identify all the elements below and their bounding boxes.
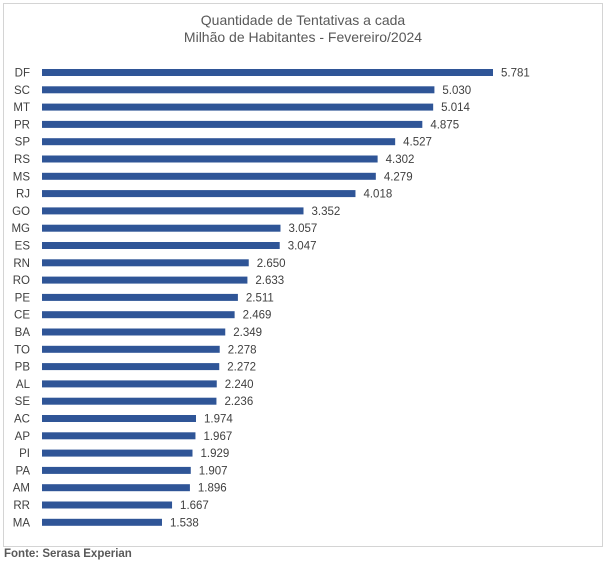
data-label-rs: 4.302 bbox=[386, 154, 415, 166]
data-label-ba: 2.349 bbox=[233, 327, 262, 339]
bars bbox=[42, 69, 493, 526]
bar-mg bbox=[42, 224, 281, 232]
category-label-ac: AC bbox=[14, 414, 30, 426]
data-label-rj: 4.018 bbox=[363, 189, 392, 201]
data-label-ro: 2.633 bbox=[255, 275, 284, 287]
data-label-am: 1.896 bbox=[198, 483, 227, 495]
bar-al bbox=[42, 380, 217, 388]
category-label-pe: PE bbox=[15, 292, 31, 304]
data-label-df: 5.781 bbox=[501, 68, 530, 80]
category-label-ms: MS bbox=[13, 171, 31, 183]
category-label-pb: PB bbox=[15, 362, 31, 374]
bar-sp bbox=[42, 138, 396, 146]
bar-rr bbox=[42, 501, 173, 509]
data-label-ms: 4.279 bbox=[384, 171, 413, 183]
category-label-ap: AP bbox=[15, 431, 31, 443]
data-labels: 5.781 5.030 5.014 4.875 4.527 4.302 4.279 4.018… bbox=[170, 68, 530, 530]
data-label-ma: 1.538 bbox=[170, 517, 199, 529]
data-label-pr: 4.875 bbox=[430, 119, 459, 131]
category-label-ro: RO bbox=[13, 275, 30, 287]
category-label-pr: PR bbox=[14, 119, 30, 131]
bar-ac bbox=[42, 415, 196, 422]
data-label-rr: 1.667 bbox=[180, 500, 209, 512]
data-label-sc: 5.030 bbox=[442, 85, 471, 97]
chart-title: Quantidade de Tentativas a cada Milhão d… bbox=[0, 12, 606, 46]
bar-pe bbox=[42, 293, 238, 301]
bar-ma bbox=[42, 518, 162, 526]
category-label-se: SE bbox=[15, 396, 31, 408]
bar-ce bbox=[42, 311, 235, 319]
category-label-go: GO bbox=[12, 206, 30, 218]
data-label-es: 3.047 bbox=[288, 241, 317, 253]
data-label-mg: 3.057 bbox=[288, 223, 317, 235]
category-label-ce: CE bbox=[14, 310, 30, 322]
bar-rs bbox=[42, 155, 378, 163]
category-label-sc: SC bbox=[14, 85, 30, 97]
bar-go bbox=[42, 207, 304, 215]
category-label-ma: MA bbox=[13, 517, 31, 529]
bar-ro bbox=[42, 276, 248, 284]
category-label-am: AM bbox=[13, 483, 30, 495]
bar-pi bbox=[42, 449, 193, 457]
bar-ap bbox=[42, 432, 196, 440]
bar-pr bbox=[42, 120, 423, 128]
data-label-pi: 1.929 bbox=[200, 448, 229, 460]
bar-ms bbox=[42, 172, 376, 180]
chart-title-line-1: Quantidade de Tentativas a cada bbox=[200, 12, 406, 28]
chart-title-line-2: Milhão de Habitantes - Fevereiro/2024 bbox=[183, 29, 423, 45]
data-label-mt: 5.014 bbox=[441, 102, 470, 114]
category-label-ba: BA bbox=[15, 327, 31, 339]
category-label-mg: MG bbox=[11, 223, 30, 235]
category-label-pi: PI bbox=[19, 448, 30, 460]
bar-se bbox=[42, 397, 217, 405]
bar-rj bbox=[42, 190, 356, 198]
data-label-ce: 2.469 bbox=[243, 310, 272, 322]
bar-es bbox=[42, 242, 280, 249]
data-label-pa: 1.907 bbox=[199, 465, 228, 477]
bar-pb bbox=[42, 363, 220, 371]
category-label-rn: RN bbox=[13, 258, 30, 270]
category-label-rs: RS bbox=[14, 154, 30, 166]
bar-ba bbox=[42, 328, 226, 336]
category-labels: DF SC MT PR SP RS MS RJ GO MG ES RN RO PE CE BA TO PB AL SE… bbox=[11, 68, 30, 530]
bar-pa bbox=[42, 466, 191, 474]
bar-to bbox=[42, 345, 220, 353]
category-label-es: ES bbox=[15, 241, 31, 253]
category-label-al: AL bbox=[16, 379, 31, 391]
data-label-pe: 2.511 bbox=[246, 292, 274, 304]
category-label-rr: RR bbox=[13, 500, 30, 512]
data-label-ap: 1.967 bbox=[203, 431, 232, 443]
bar-mt bbox=[42, 103, 434, 111]
data-label-go: 3.352 bbox=[312, 206, 341, 218]
data-label-se: 2.236 bbox=[224, 396, 253, 408]
data-label-to: 2.278 bbox=[228, 344, 257, 356]
bar-rn bbox=[42, 259, 249, 267]
bar-am bbox=[42, 484, 190, 492]
category-label-df: DF bbox=[15, 68, 30, 80]
bar-df bbox=[42, 69, 493, 76]
data-label-ac: 1.974 bbox=[204, 414, 233, 426]
bar-chart: DF SC MT PR SP RS MS RJ GO MG ES RN RO PE CE BA TO PB AL SE… bbox=[11, 68, 530, 530]
category-label-pa: PA bbox=[16, 465, 31, 477]
category-label-mt: MT bbox=[13, 102, 30, 114]
data-label-sp: 4.527 bbox=[403, 137, 432, 149]
source-note: Fonte: Serasa Experian bbox=[4, 548, 132, 560]
category-label-rj: RJ bbox=[16, 189, 30, 201]
data-label-al: 2.240 bbox=[225, 379, 254, 391]
bar-sc bbox=[42, 86, 435, 94]
data-label-rn: 2.650 bbox=[257, 258, 286, 270]
category-label-to: TO bbox=[14, 344, 30, 356]
category-label-sp: SP bbox=[15, 137, 31, 149]
data-label-pb: 2.272 bbox=[227, 362, 256, 374]
